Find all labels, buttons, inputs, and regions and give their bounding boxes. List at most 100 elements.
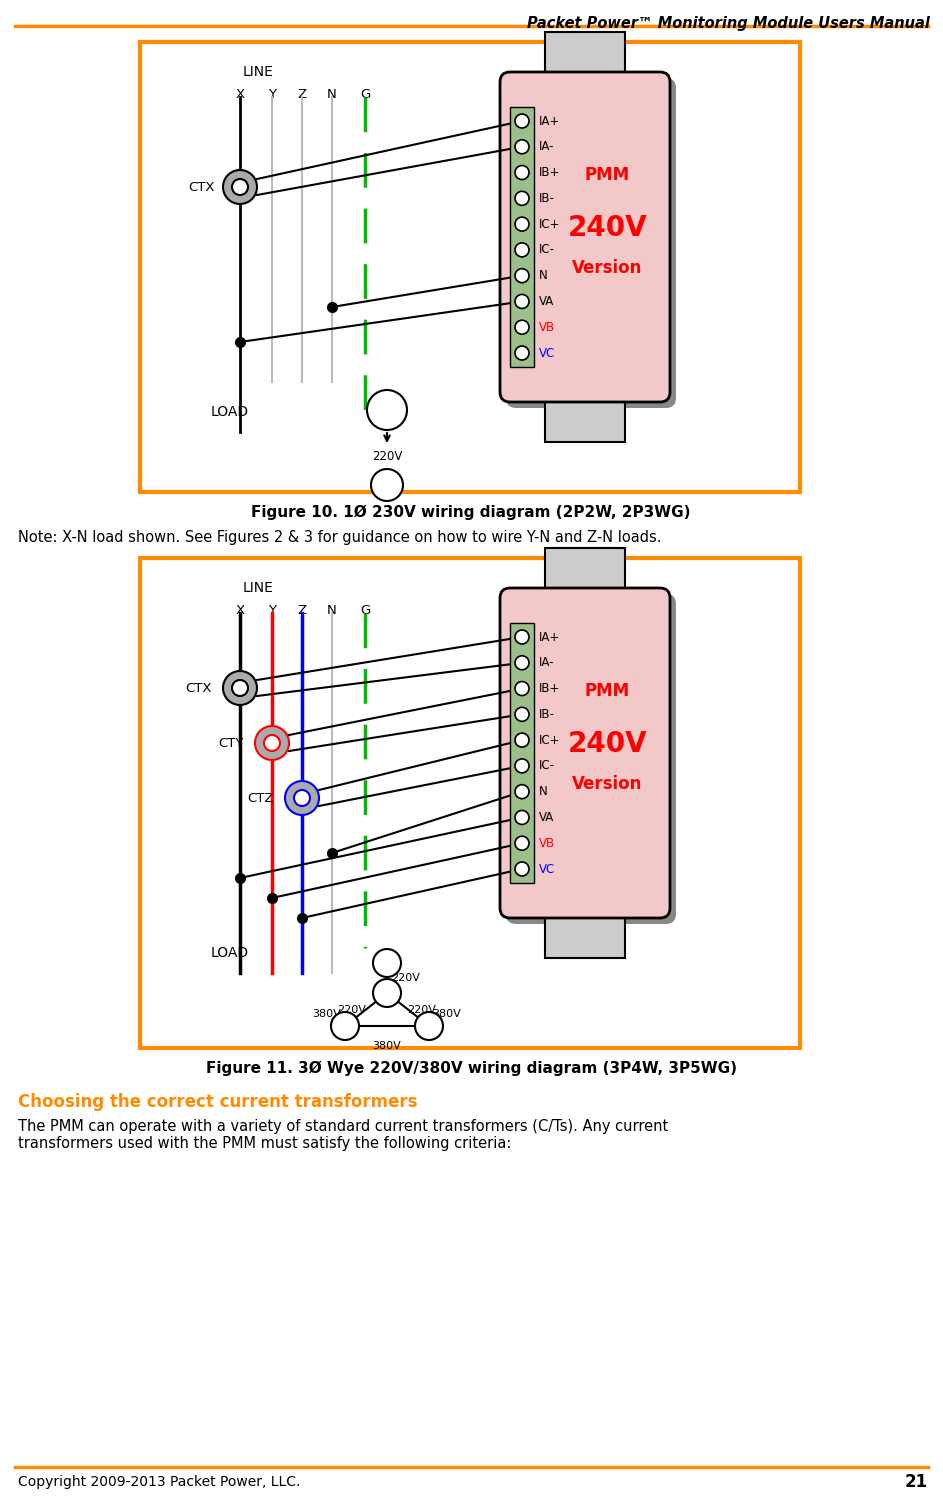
Text: Version: Version bbox=[572, 259, 643, 277]
Circle shape bbox=[515, 191, 529, 205]
FancyBboxPatch shape bbox=[500, 72, 670, 402]
Text: X: X bbox=[236, 87, 244, 100]
Circle shape bbox=[515, 217, 529, 230]
Text: VB: VB bbox=[539, 320, 555, 334]
Text: CTY: CTY bbox=[219, 736, 244, 749]
Text: N: N bbox=[539, 785, 548, 799]
Text: IC-: IC- bbox=[539, 760, 555, 772]
Circle shape bbox=[515, 320, 529, 334]
Text: VC: VC bbox=[539, 347, 555, 359]
Text: N: N bbox=[327, 87, 337, 100]
Circle shape bbox=[515, 836, 529, 850]
Text: IC-: IC- bbox=[539, 244, 555, 256]
Text: X: X bbox=[383, 956, 391, 969]
Text: IA+: IA+ bbox=[539, 115, 560, 127]
Text: IA-: IA- bbox=[539, 141, 554, 153]
Text: Choosing the correct current transformers: Choosing the correct current transformer… bbox=[18, 1094, 418, 1112]
Circle shape bbox=[331, 1011, 359, 1040]
Text: N: N bbox=[327, 603, 337, 616]
Circle shape bbox=[515, 346, 529, 361]
Circle shape bbox=[373, 948, 401, 977]
Bar bbox=[140, 558, 800, 1049]
Text: IC+: IC+ bbox=[539, 217, 560, 230]
Text: IB+: IB+ bbox=[539, 682, 560, 696]
Text: 220V: 220V bbox=[372, 450, 402, 462]
Text: Copyright 2009-2013 Packet Power, LLC.: Copyright 2009-2013 Packet Power, LLC. bbox=[18, 1475, 301, 1489]
FancyBboxPatch shape bbox=[506, 78, 676, 408]
Text: LINE: LINE bbox=[242, 580, 273, 595]
Bar bbox=[140, 42, 800, 492]
Text: LINE: LINE bbox=[242, 64, 273, 79]
Circle shape bbox=[371, 470, 403, 501]
Circle shape bbox=[515, 295, 529, 308]
Circle shape bbox=[515, 708, 529, 721]
Text: IB-: IB- bbox=[539, 708, 554, 721]
Text: IB+: IB+ bbox=[539, 166, 560, 180]
Text: 240V: 240V bbox=[568, 214, 647, 242]
Text: 380V: 380V bbox=[372, 1041, 402, 1052]
Text: G: G bbox=[360, 87, 370, 100]
Text: N: N bbox=[383, 986, 391, 999]
Text: The PMM can operate with a variety of standard current transformers (C/Ts). Any : The PMM can operate with a variety of st… bbox=[18, 1119, 669, 1152]
Text: 240V: 240V bbox=[568, 730, 647, 757]
Text: LOAD: LOAD bbox=[211, 405, 249, 419]
Text: IA+: IA+ bbox=[539, 630, 560, 643]
Circle shape bbox=[515, 682, 529, 696]
Text: X: X bbox=[236, 603, 244, 616]
Circle shape bbox=[223, 672, 257, 705]
Text: Z: Z bbox=[341, 1019, 349, 1032]
Text: Figure 11. 3Ø Wye 220V/380V wiring diagram (3P4W, 3P5WG): Figure 11. 3Ø Wye 220V/380V wiring diagr… bbox=[206, 1061, 736, 1076]
Circle shape bbox=[515, 733, 529, 747]
Text: Y: Y bbox=[268, 603, 276, 616]
Text: X: X bbox=[383, 401, 391, 413]
Text: PMM: PMM bbox=[585, 682, 630, 700]
Text: CTZ: CTZ bbox=[247, 791, 274, 805]
Text: Y: Y bbox=[268, 87, 276, 100]
Text: IC+: IC+ bbox=[539, 733, 560, 747]
Text: 380V: 380V bbox=[313, 1008, 341, 1019]
Circle shape bbox=[515, 630, 529, 643]
Circle shape bbox=[285, 781, 319, 815]
Text: CTX: CTX bbox=[189, 181, 215, 193]
Circle shape bbox=[232, 180, 248, 194]
Text: 21: 21 bbox=[905, 1474, 928, 1492]
Text: VC: VC bbox=[539, 863, 555, 875]
Circle shape bbox=[255, 726, 289, 760]
Text: IA-: IA- bbox=[539, 657, 554, 669]
Text: N: N bbox=[539, 269, 548, 283]
Text: Z: Z bbox=[297, 603, 306, 616]
Circle shape bbox=[515, 242, 529, 257]
Text: PMM: PMM bbox=[585, 166, 630, 184]
Circle shape bbox=[515, 811, 529, 824]
Circle shape bbox=[515, 166, 529, 180]
Bar bbox=[510, 108, 534, 367]
Text: Figure 10. 1Ø 230V wiring diagram (2P2W, 2P3WG): Figure 10. 1Ø 230V wiring diagram (2P2W,… bbox=[251, 504, 691, 519]
Bar bbox=[510, 622, 534, 883]
Text: Y: Y bbox=[425, 1019, 433, 1032]
Text: VA: VA bbox=[539, 295, 554, 308]
Text: Version: Version bbox=[572, 775, 643, 793]
Text: IB-: IB- bbox=[539, 191, 554, 205]
Text: 220V: 220V bbox=[407, 1004, 437, 1014]
Text: VB: VB bbox=[539, 836, 555, 850]
Circle shape bbox=[515, 655, 529, 670]
Text: G: G bbox=[360, 603, 370, 616]
Text: CTX: CTX bbox=[186, 682, 212, 694]
Circle shape bbox=[264, 735, 280, 751]
Text: 220V: 220V bbox=[338, 1004, 367, 1014]
Text: Packet Power™ Monitoring Module Users Manual: Packet Power™ Monitoring Module Users Ma… bbox=[527, 16, 930, 31]
Bar bbox=[545, 31, 625, 82]
Text: Note: X-N load shown. See Figures 2 & 3 for guidance on how to wire Y-N and Z-N : Note: X-N load shown. See Figures 2 & 3 … bbox=[18, 530, 661, 545]
Circle shape bbox=[515, 758, 529, 773]
Circle shape bbox=[515, 785, 529, 799]
Text: N: N bbox=[382, 479, 391, 492]
Circle shape bbox=[415, 1011, 443, 1040]
Circle shape bbox=[294, 790, 310, 806]
Bar bbox=[545, 908, 625, 957]
Circle shape bbox=[232, 681, 248, 696]
FancyBboxPatch shape bbox=[506, 594, 676, 925]
Text: 220V: 220V bbox=[391, 972, 420, 983]
Circle shape bbox=[515, 114, 529, 129]
Circle shape bbox=[515, 139, 529, 154]
Text: VA: VA bbox=[539, 811, 554, 824]
